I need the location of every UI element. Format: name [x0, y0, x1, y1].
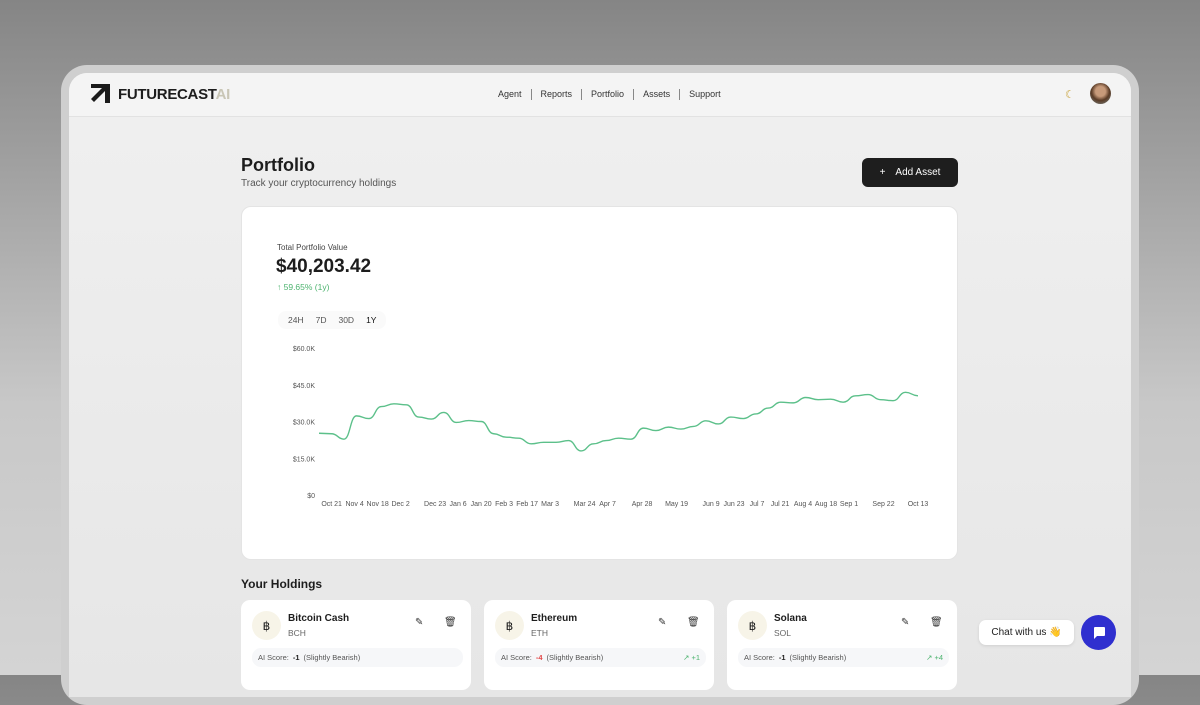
coin-icon: ฿: [738, 611, 767, 640]
y-tick-label: $15.0K: [293, 456, 316, 463]
ai-score-value: -1: [779, 653, 786, 662]
x-tick-label: Feb 3: [495, 501, 513, 508]
chat-bubble-icon: [1092, 626, 1106, 640]
x-tick-label: Mar 24: [574, 501, 596, 508]
x-tick-label: Jan 6: [450, 501, 467, 508]
holdings-title: Your Holdings: [241, 577, 322, 591]
holding-name: Bitcoin Cash: [288, 613, 349, 624]
x-tick-label: Jun 23: [724, 501, 745, 508]
edit-icon[interactable]: ✎: [658, 617, 666, 628]
main-nav: Agent Reports Portfolio Assets Support: [489, 89, 730, 100]
avatar[interactable]: [1090, 83, 1111, 104]
logo[interactable]: FUTURECASTAI: [90, 82, 230, 106]
logo-accent: AI: [216, 86, 230, 103]
nav-support[interactable]: Support: [679, 89, 730, 100]
x-tick-label: Nov 18: [367, 501, 389, 508]
coin-icon: ฿: [495, 611, 524, 640]
holding-symbol: SOL: [774, 628, 791, 638]
x-tick-label: Jul 21: [771, 501, 790, 508]
x-tick-label: Sep 1: [840, 501, 858, 508]
trash-icon[interactable]: 🗑: [444, 617, 457, 628]
portfolio-value-line: [319, 392, 918, 451]
ai-score-bar: AI Score: -1 (Slightly Bearish): [252, 648, 463, 667]
x-tick-label: Oct 21: [321, 501, 342, 508]
score-trend: ↗ +4: [926, 653, 943, 662]
ai-score-bar: AI Score: -4 (Slightly Bearish) ↗ +1: [495, 648, 706, 667]
ai-score-label: AI Score:: [744, 653, 775, 662]
x-tick-label: Jan 20: [471, 501, 492, 508]
app-screen: FUTURECASTAI Agent Reports Portfolio Ass…: [69, 73, 1131, 697]
chat-button[interactable]: [1081, 615, 1116, 650]
moon-icon[interactable]: ☾: [1065, 88, 1075, 101]
holding-card[interactable]: ฿ Solana SOL ✎ 🗑 AI Score: -1 (Slightly …: [727, 600, 957, 690]
page-subtitle: Track your cryptocurrency holdings: [241, 178, 396, 189]
x-tick-label: Sep 22: [872, 501, 894, 508]
trash-icon[interactable]: 🗑: [930, 617, 943, 628]
nav-reports[interactable]: Reports: [531, 89, 582, 100]
x-tick-label: Aug 18: [815, 501, 837, 508]
x-tick-label: Jul 7: [750, 501, 765, 508]
nav-agent[interactable]: Agent: [489, 89, 531, 100]
ai-score-bar: AI Score: -1 (Slightly Bearish) ↗ +4: [738, 648, 949, 667]
ai-score-sentiment: (Slightly Bearish): [304, 653, 361, 662]
y-tick-label: $0: [307, 493, 315, 500]
x-tick-label: Feb 17: [516, 501, 538, 508]
arrow-logo-icon: [90, 82, 112, 106]
holding-name: Solana: [774, 613, 807, 624]
x-tick-label: May 19: [665, 501, 688, 508]
coin-icon: ฿: [252, 611, 281, 640]
ai-score-sentiment: (Slightly Bearish): [547, 653, 604, 662]
ai-score-label: AI Score:: [501, 653, 532, 662]
nav-portfolio[interactable]: Portfolio: [581, 89, 633, 100]
x-tick-label: Oct 13: [908, 501, 929, 508]
holding-card[interactable]: ฿ Bitcoin Cash BCH ✎ 🗑 AI Score: -1 (Sli…: [241, 600, 471, 690]
add-asset-label: Add Asset: [895, 167, 940, 178]
top-nav: FUTURECASTAI Agent Reports Portfolio Ass…: [69, 73, 1131, 117]
nav-assets[interactable]: Assets: [633, 89, 679, 100]
score-trend: ↗ +1: [683, 653, 700, 662]
x-tick-label: Apr 7: [599, 501, 616, 508]
device-frame: FUTURECASTAI Agent Reports Portfolio Ass…: [61, 65, 1139, 705]
holding-name: Ethereum: [531, 613, 577, 624]
holding-card[interactable]: ฿ Ethereum ETH ✎ 🗑 AI Score: -4 (Slightl…: [484, 600, 714, 690]
x-tick-label: Nov 4: [345, 501, 363, 508]
y-tick-label: $60.0K: [293, 346, 316, 353]
x-tick-label: Mar 3: [541, 501, 559, 508]
edit-icon[interactable]: ✎: [415, 617, 423, 628]
trash-icon[interactable]: 🗑: [687, 617, 700, 628]
ai-score-label: AI Score:: [258, 653, 289, 662]
ai-score-value: -1: [293, 653, 300, 662]
logo-text: FUTURECAST: [118, 86, 216, 103]
portfolio-chart-card: Total Portfolio Value $40,203.42 ↑ 59.65…: [241, 206, 958, 560]
holding-symbol: ETH: [531, 628, 548, 638]
holding-symbol: BCH: [288, 628, 306, 638]
x-tick-label: Dec 23: [424, 501, 446, 508]
page-title: Portfolio: [241, 155, 315, 176]
y-tick-label: $30.0K: [293, 420, 316, 427]
x-tick-label: Jun 9: [702, 501, 719, 508]
ai-score-value: -4: [536, 653, 543, 662]
ai-score-sentiment: (Slightly Bearish): [790, 653, 847, 662]
y-tick-label: $45.0K: [293, 383, 316, 390]
x-tick-label: Apr 28: [632, 501, 653, 508]
plus-icon: +: [880, 167, 886, 178]
x-tick-label: Dec 2: [391, 501, 409, 508]
x-tick-label: Aug 4: [794, 501, 812, 508]
chat-label[interactable]: Chat with us 👋: [979, 620, 1074, 645]
add-asset-button[interactable]: + Add Asset: [862, 158, 958, 187]
edit-icon[interactable]: ✎: [901, 617, 909, 628]
